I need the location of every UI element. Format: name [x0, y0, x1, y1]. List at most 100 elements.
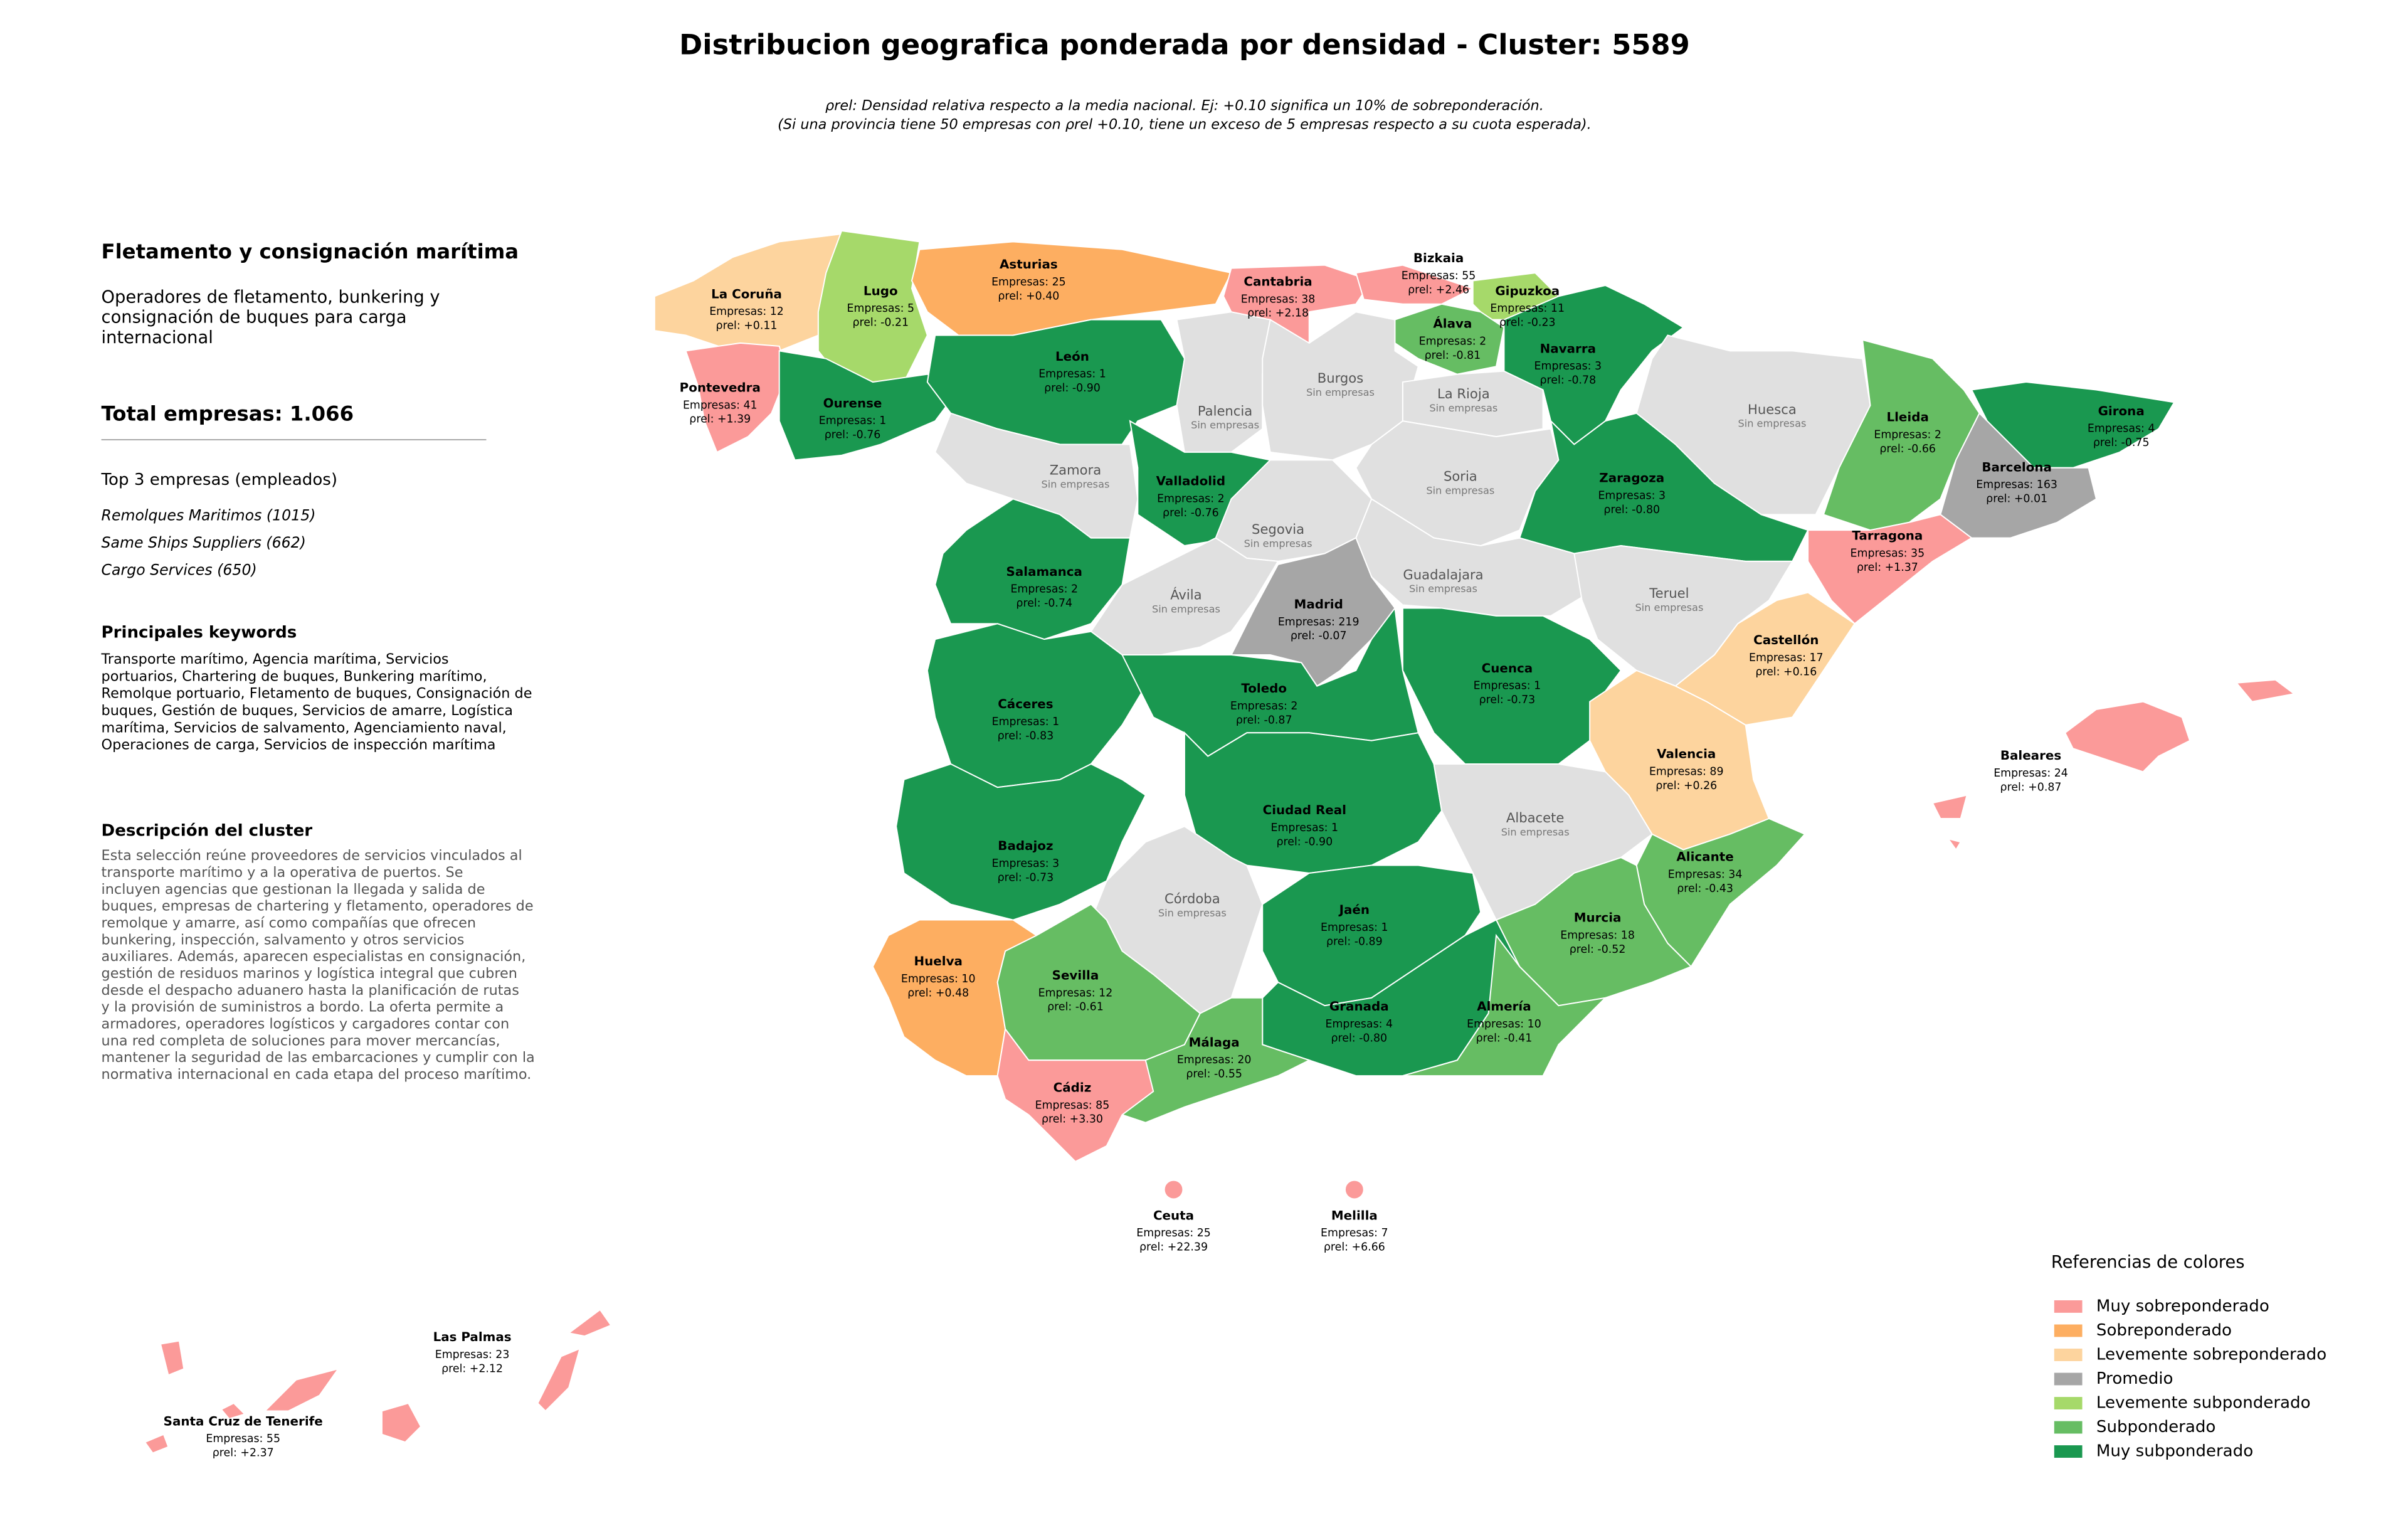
province-name: Bizkaia [1413, 251, 1464, 265]
province-count: Empresas: 89 [1649, 765, 1724, 778]
province-rho: ρrel: +6.66 [1324, 1241, 1385, 1253]
province-rho: ρrel: -0.74 [1016, 597, 1072, 610]
province-note: Sin empresas [1158, 907, 1227, 919]
province-count: Empresas: 10 [1467, 1018, 1541, 1031]
province-count: Empresas: 12 [709, 305, 784, 318]
province-name: La Rioja [1437, 386, 1490, 401]
province-name: Castellón [1753, 633, 1819, 647]
province-shape [1807, 514, 1973, 625]
keywords: buques, Gestión de buques, Servicios de … [102, 703, 513, 719]
province-rho: ρrel: +2.12 [441, 1362, 503, 1375]
province-name: Barcelona [1982, 460, 2052, 474]
province-name: Huelva [914, 954, 963, 968]
legend-swatch [2054, 1445, 2083, 1458]
province-note: Sin empresas [1738, 418, 1806, 430]
description: desde el despacho aduanero hasta la plan… [102, 982, 519, 999]
province-shape [1674, 592, 1856, 726]
province-rho: ρrel: -0.87 [1236, 714, 1292, 726]
province-shape [1394, 303, 1505, 375]
subtitle: (Si una provincia tiene 50 empresas con … [778, 116, 1592, 132]
province-shape [1163, 1179, 1184, 1200]
province-rho: ρrel: -0.89 [1326, 935, 1383, 948]
legend-label: Levemente sobreponderado [2096, 1345, 2326, 1364]
province-count: Empresas: 5 [847, 302, 914, 315]
province-rho: ρrel: +3.30 [1042, 1113, 1103, 1126]
province-count: Empresas: 3 [1598, 490, 1666, 502]
province-count: Empresas: 2 [1230, 700, 1298, 713]
province-shape [778, 350, 960, 461]
province-shape [1113, 997, 1311, 1123]
province-shape [1503, 284, 1685, 445]
province-name: Málaga [1189, 1035, 1240, 1049]
province-count: Empresas: 25 [991, 276, 1066, 289]
province-count: Empresas: 2 [1419, 335, 1487, 348]
province-count: Empresas: 10 [901, 973, 976, 985]
province-rho: ρrel: +0.01 [1986, 492, 2047, 505]
legend-label: Subponderado [2096, 1418, 2215, 1436]
province-rho: ρrel: +0.16 [1755, 666, 1817, 678]
province-rho: ρrel: -0.23 [1499, 317, 1556, 329]
province-shape [996, 1027, 1154, 1162]
province-shape [1355, 420, 1560, 547]
map-shapes [144, 230, 2296, 1454]
province-count: Empresas: 1 [1038, 368, 1106, 381]
description: una red completa de soluciones para move… [102, 1032, 500, 1049]
description: Esta selección reúne proveedores de serv… [102, 847, 522, 864]
province-count: Empresas: 20 [1177, 1054, 1252, 1066]
province-rho: ρrel: -0.80 [1603, 504, 1660, 516]
description: armadores, operadores logísticos y carga… [102, 1016, 510, 1032]
province-name: Granada [1329, 999, 1389, 1014]
province-name: Lleida [1886, 410, 1928, 425]
province-count: Empresas: 2 [1157, 492, 1225, 505]
province-count: Empresas: 17 [1749, 652, 1824, 664]
province-count: Empresas: 25 [1136, 1227, 1211, 1239]
province-count: Empresas: 55 [1402, 270, 1476, 282]
province-rho: ρrel: -0.76 [1163, 507, 1219, 519]
province-shape [1946, 837, 1962, 851]
description: gestión de residuos marinos y logística … [102, 965, 517, 982]
province-rho: ρrel: +0.48 [907, 987, 969, 999]
province-name: Jaén [1338, 903, 1370, 917]
province-count: Empresas: 34 [1668, 868, 1743, 881]
province-shape [1940, 412, 2098, 539]
province-name: Guadalajara [1403, 566, 1483, 582]
province-name: Ávila [1170, 587, 1201, 603]
province-shape [381, 1402, 422, 1443]
description: transporte marítimo y a la operativa de … [102, 864, 463, 881]
province-count: Empresas: 41 [683, 399, 758, 411]
province-name: Cuenca [1482, 661, 1533, 676]
province-count: Empresas: 24 [1993, 767, 2068, 780]
keywords: portuarios, Chartering de buques, Bunker… [102, 668, 487, 684]
province-shape [159, 1340, 185, 1376]
province-name: Valladolid [1156, 474, 1225, 489]
province-name: Gipuzkoa [1495, 284, 1560, 298]
legend-title: Referencias de colores [2051, 1253, 2245, 1272]
province-shape [685, 342, 788, 454]
province-note: Sin empresas [1429, 402, 1497, 414]
province-rho: ρrel: +1.37 [1857, 561, 1918, 574]
province-count: Empresas: 1 [992, 716, 1060, 728]
province-name: Santa Cruz de Tenerife [164, 1414, 323, 1428]
panel-summary: Operadores de fletamento, bunkering y [102, 287, 440, 307]
province-name: Cantabria [1244, 275, 1312, 289]
province-name: Cáceres [998, 697, 1053, 711]
province-name: León [1055, 349, 1089, 364]
legend-swatch [2054, 1324, 2083, 1337]
title: Distribucion geografica ponderada por de… [679, 28, 1690, 61]
legend-swatch [2054, 1397, 2083, 1409]
province-note: Sin empresas [1152, 603, 1220, 615]
province-name: Burgos [1318, 370, 1363, 386]
province-name: Asturias [1000, 257, 1058, 272]
province-name: Segovia [1252, 521, 1304, 537]
province-count: Empresas: 1 [1474, 680, 1541, 692]
province-count: Empresas: 18 [1560, 929, 1635, 942]
province-note: Sin empresas [1041, 479, 1109, 491]
province-shape [263, 1367, 340, 1412]
description: buques, empresas de chartering y fletame… [102, 898, 534, 915]
province-shape [2064, 701, 2191, 773]
province-shape [220, 1402, 246, 1420]
province-rho: ρrel: +2.18 [1247, 307, 1309, 320]
province-note: Sin empresas [1244, 538, 1312, 549]
province-name: Salamanca [1006, 565, 1082, 579]
province-rho: ρrel: -0.78 [1540, 374, 1597, 387]
